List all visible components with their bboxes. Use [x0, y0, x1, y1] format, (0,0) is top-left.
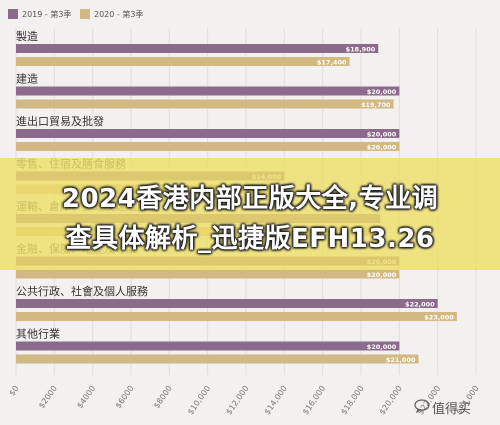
bar [16, 129, 400, 138]
bar [16, 312, 457, 321]
bar [16, 142, 400, 151]
data-label: $20,000 [367, 143, 397, 151]
category-label: 製造 [16, 29, 38, 43]
data-label: $20,000 [367, 343, 397, 351]
x-tick-label: $2000 [37, 384, 59, 410]
legend-label: 2020 - 第3季 [94, 9, 143, 19]
x-tick-label: $8000 [152, 384, 174, 410]
data-label: $19,700 [361, 101, 391, 109]
x-tick-label: $0 [7, 384, 20, 398]
bar [16, 44, 379, 53]
category-label: 其他行業 [16, 328, 60, 341]
category-label: 建造 [16, 72, 38, 86]
bar [16, 354, 419, 364]
data-label: $20,000 [367, 130, 397, 138]
x-tick-label: $18,000 [339, 384, 365, 416]
legend-label: 2019 - 第3季 [22, 9, 71, 19]
overlay-banner [0, 158, 500, 270]
data-label: $22,000 [405, 300, 435, 308]
bar [16, 99, 394, 109]
x-tick-label: $12,000 [224, 384, 250, 416]
bar [16, 57, 350, 66]
x-tick-label: $6000 [114, 384, 136, 410]
x-tick-label: $10,000 [186, 384, 212, 416]
x-tick-label: $16,000 [301, 384, 327, 416]
data-label: $20,000 [367, 88, 397, 96]
bar [16, 269, 400, 279]
x-tick-label: $20,000 [378, 384, 404, 416]
data-label: $23,000 [424, 313, 454, 321]
bar [16, 299, 438, 308]
bar [16, 341, 400, 351]
data-label: $18,900 [346, 45, 376, 53]
category-label: 進出口貿易及批發 [16, 114, 104, 128]
x-tick-label: $14,000 [263, 384, 289, 416]
overlay-title-line1: 2024香港内部正版大全,专业调 [61, 184, 439, 214]
overlay-title-line2: 查具体解析_迅捷版EFH13.26 [65, 224, 435, 254]
data-label: $20,000 [367, 271, 397, 279]
data-label: $17,400 [317, 58, 347, 66]
bar [16, 86, 400, 96]
chat-bubble-icon [414, 399, 430, 413]
legend-swatch [8, 9, 18, 19]
data-label: $21,000 [386, 356, 416, 364]
x-tick-label: $4000 [75, 384, 97, 410]
category-label: 公共行政、社會及個人服務 [16, 284, 148, 298]
legend-swatch [80, 9, 90, 19]
watermark-text: 值得买 [432, 402, 472, 417]
